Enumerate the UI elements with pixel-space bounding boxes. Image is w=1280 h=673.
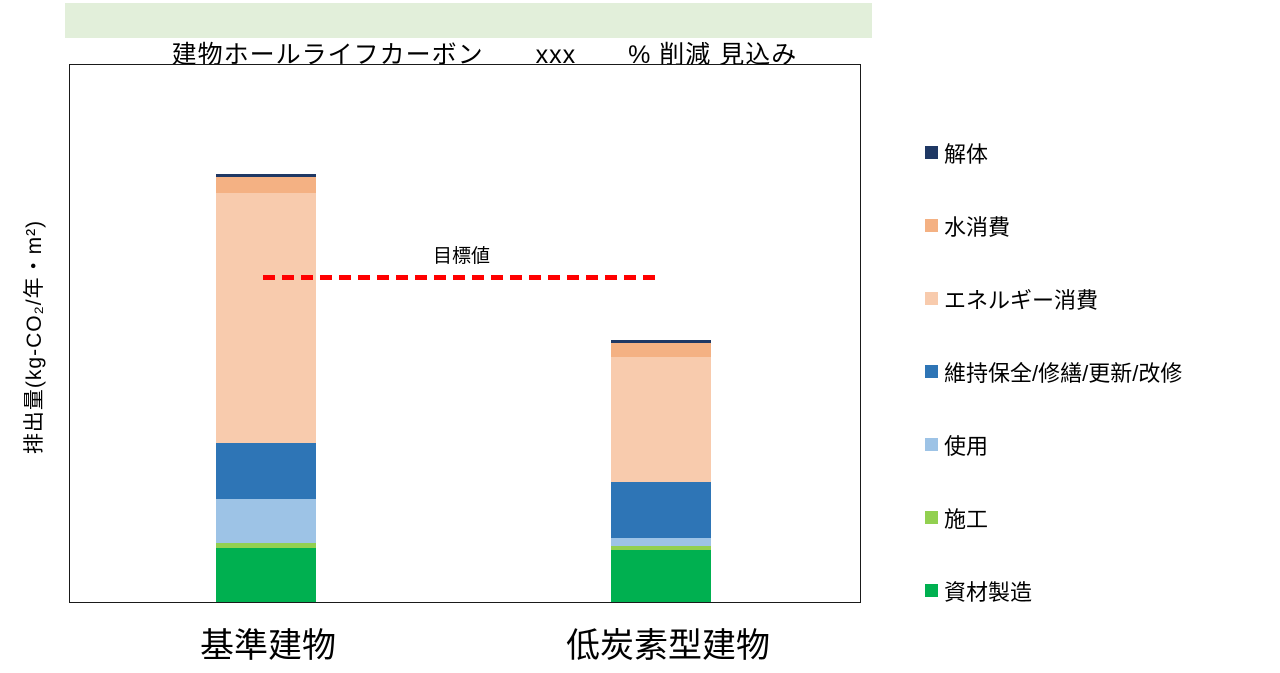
bar-segment	[611, 538, 711, 547]
legend-label: エネルギー消費	[944, 287, 1099, 313]
bar-segment	[611, 340, 711, 344]
plot-area: 目標値	[69, 64, 861, 603]
legend-label: 施工	[944, 506, 989, 532]
stacked-bar-low-carbon-building	[611, 340, 711, 602]
bar-segment	[216, 548, 316, 602]
bar-segment	[611, 550, 711, 602]
legend-label: 資材製造	[944, 579, 1033, 605]
bar-segment	[216, 442, 316, 499]
target-value-dashed-line	[263, 275, 660, 280]
y-axis-label: 排出量(kg-CO₂/年・m²)	[23, 219, 46, 455]
legend-label: 解体	[944, 141, 989, 167]
bar-segment	[216, 174, 316, 178]
bar-segment	[611, 546, 711, 551]
bar-segment	[216, 542, 316, 549]
legend-item: 解体	[925, 139, 1182, 167]
bar-segment	[216, 177, 316, 193]
legend-label: 使用	[944, 433, 989, 459]
legend-swatch-icon	[925, 511, 938, 524]
legend-swatch-icon	[925, 438, 938, 451]
bar-segment	[216, 192, 316, 443]
legend-item: 資材製造	[925, 577, 1182, 605]
chart-title-banner: 建物ホールライフカーボン xxx % 削減 見込み	[65, 3, 872, 69]
legend-swatch-icon	[925, 584, 938, 597]
legend-swatch-icon	[925, 146, 938, 159]
legend-item: 水消費	[925, 212, 1182, 240]
target-value-label: 目標値	[432, 246, 490, 267]
legend-item: 施工	[925, 504, 1182, 532]
x-category-low-carbon-building: 低炭素型建物	[566, 627, 770, 665]
legend-swatch-icon	[925, 365, 938, 378]
x-category-standard-building: 基準建物	[200, 627, 336, 665]
legend-label: 水消費	[944, 214, 1011, 240]
legend-item: エネルギー消費	[925, 285, 1182, 313]
stacked-bar-standard-building	[216, 174, 316, 602]
legend-swatch-icon	[925, 292, 938, 305]
legend: 解体水消費エネルギー消費維持保全/修繕/更新/改修 使用施工資材製造	[925, 139, 1182, 650]
bar-segment	[216, 498, 316, 543]
bar-segment	[611, 482, 711, 539]
legend-swatch-icon	[925, 219, 938, 232]
legend-item: 使用	[925, 431, 1182, 459]
legend-label: 維持保全/修繕/更新/改修	[944, 360, 1183, 386]
legend-item: 維持保全/修繕/更新/改修	[925, 358, 1183, 386]
bar-segment	[611, 357, 711, 483]
bar-segment	[611, 343, 711, 358]
plot-inner: 目標値	[70, 65, 860, 602]
